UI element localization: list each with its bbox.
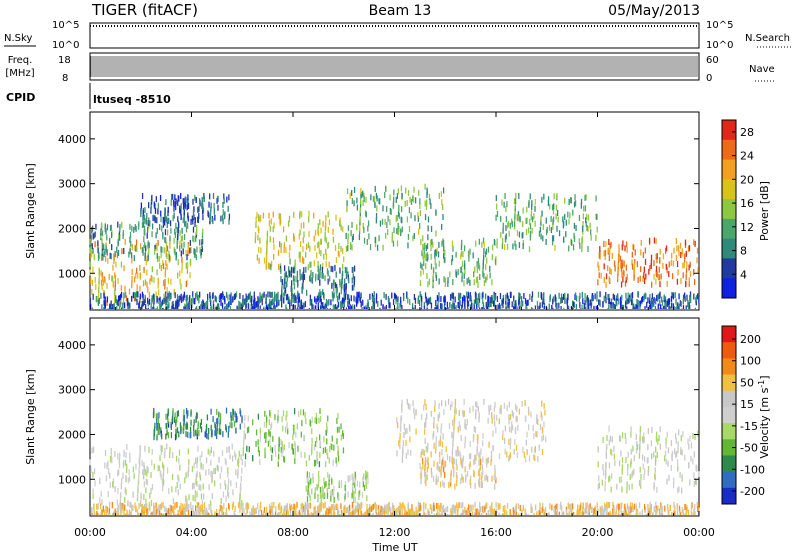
freq-unit-label: [MHz] [5,68,34,79]
power-marks [89,183,700,309]
colorbar-segment [722,199,736,220]
colorbar-tick-label: 24 [740,150,754,163]
y-tick-label: 4000 [58,133,86,146]
power-panel: 1000 2000 3000 4000 Slant Range [km] 4 8 12 16… [24,111,771,311]
power-y-axis-label: Slant Range [km] [24,163,37,259]
nave-tick-bottom: 0 [706,73,712,84]
freq-tick-top: 18 [58,55,71,66]
cpid-value: ltuseq -8510 [93,93,171,106]
colorbar-tick-label: 20 [740,173,754,186]
colorbar-segment [722,159,736,180]
colorbar-tick-label: 4 [740,268,747,281]
nave-label: Nave [749,64,775,75]
colorbar-segment [722,218,736,240]
freq-trace [90,56,698,77]
colorbar-segment [722,258,736,279]
colorbar-tick-label: 8 [740,245,747,258]
nsearch-tick-top: 10^5 [706,20,733,31]
colorbar-segment [722,238,736,259]
cpid-row: CPID ltuseq -8510 [6,83,171,109]
velocity-frame [89,317,700,517]
power-y-axis: 1000 2000 3000 4000 [58,133,699,280]
colorbar-segment [722,179,736,200]
colorbar-segment [722,120,736,141]
radar-title: TIGER (fitACF) [91,1,198,19]
nsky-frame [89,22,700,49]
power-colorbar: 4 8 12 16 20 24 28 [721,119,754,299]
cpid-label: CPID [6,91,35,104]
nsky-panel: N.Sky 10^5 10^0 10^5 10^0 N.Search [4,20,792,51]
nsearch-label: N.Search [745,33,790,44]
colorbar-tick-label: 12 [740,221,754,234]
colorbar-segment [722,278,736,299]
y-tick-label: 1000 [58,267,86,280]
freq-oscillation [90,56,698,77]
colorbar-frame [721,119,737,299]
freq-panel: Freq. [MHz] 18 8 60 0 Nave [5,52,775,84]
nsearch-tick-bottom: 10^0 [706,40,733,51]
power-colorbar-label: Power [dB] [758,181,771,241]
freq-label: Freq. [8,55,33,66]
nave-tick-top: 60 [706,55,719,66]
colorbar-tick-label: 16 [740,197,754,210]
beam-label: Beam 13 [369,3,432,19]
velocity-marks [89,398,700,515]
nsky-tick-bottom: 10^0 [52,40,79,51]
freq-tick-bottom: 8 [62,73,68,84]
date-label: 05/May/2013 [608,3,700,19]
freq-frame [89,52,700,81]
colorbar-segment [722,139,736,161]
y-tick-label: 3000 [58,178,86,191]
power-frame [89,111,700,311]
nsky-tick-top: 10^5 [52,20,79,31]
nsky-label: N.Sky [4,33,32,44]
y-tick-label: 2000 [58,222,86,235]
colorbar-tick-label: 28 [740,126,754,139]
